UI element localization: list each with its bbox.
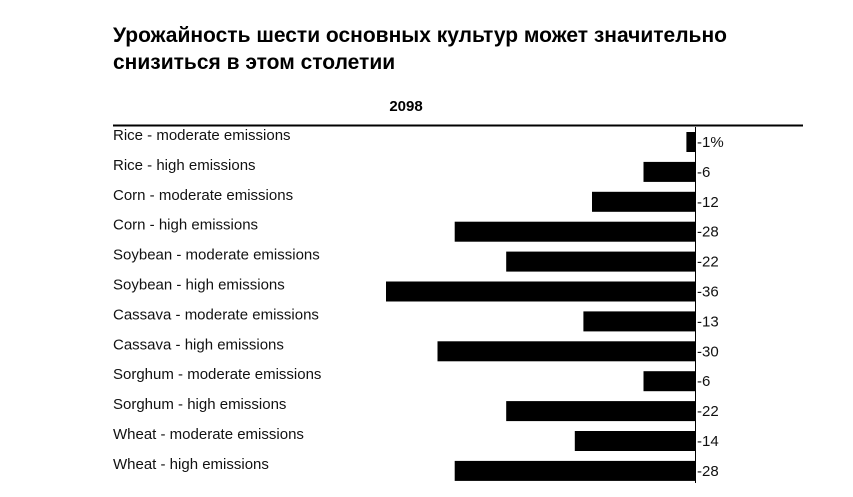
bar — [437, 341, 695, 362]
category-label: Cassava - moderate emissions — [113, 306, 319, 323]
value-label: -14 — [697, 433, 719, 450]
category-label: Soybean - moderate emissions — [113, 247, 320, 264]
chart-title: Урожайность шести основных культур может… — [113, 24, 727, 74]
value-label: -6 — [697, 164, 710, 181]
bar — [506, 401, 695, 422]
value-label: -36 — [697, 284, 719, 301]
category-label: Soybean - high emissions — [113, 277, 285, 294]
category-label: Wheat - moderate emissions — [113, 426, 304, 443]
bar — [454, 460, 695, 481]
value-label: -28 — [697, 463, 719, 480]
bar — [386, 281, 695, 302]
category-label: Cassava - high emissions — [113, 336, 284, 353]
bar — [454, 221, 695, 242]
bar — [643, 161, 695, 182]
bar — [643, 371, 695, 392]
value-label: -1% — [697, 134, 724, 151]
column-header-year: 2098 — [389, 98, 422, 115]
category-label: Wheat - high emissions — [113, 456, 269, 473]
bar — [686, 132, 695, 152]
value-label: -22 — [697, 403, 719, 420]
category-label: Corn - high emissions — [113, 217, 258, 234]
category-label: Rice - moderate emissions — [113, 127, 291, 144]
bar — [592, 191, 695, 212]
category-label: Sorghum - high emissions — [113, 396, 286, 413]
bar — [583, 311, 695, 332]
value-label: -28 — [697, 224, 719, 241]
bar — [574, 431, 695, 451]
category-label: Corn - moderate emissions — [113, 187, 293, 204]
bar — [506, 251, 695, 272]
category-label: Sorghum - moderate emissions — [113, 366, 321, 383]
value-label: -30 — [697, 343, 719, 360]
value-label: -22 — [697, 254, 719, 271]
value-label: -12 — [697, 194, 719, 211]
value-label: -13 — [697, 313, 719, 330]
value-label: -6 — [697, 373, 710, 390]
category-label: Rice - high emissions — [113, 157, 256, 174]
